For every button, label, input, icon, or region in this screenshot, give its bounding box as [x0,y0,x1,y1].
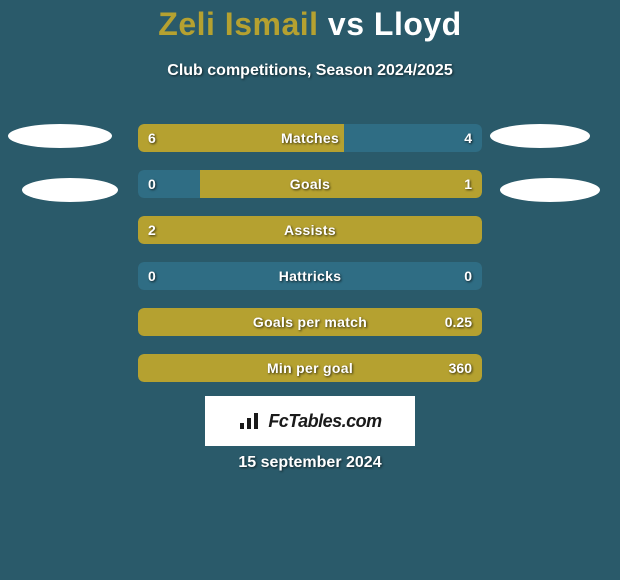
watermark: FcTables.com [205,396,415,446]
date-text: 15 september 2024 [0,454,620,472]
subtitle: Club competitions, Season 2024/2025 [0,62,620,80]
player-a-name: Zeli Ismail [158,6,318,42]
stat-label: Matches [138,124,482,152]
stat-label: Assists [138,216,482,244]
stat-label: Min per goal [138,354,482,382]
stat-label: Goals per match [138,308,482,336]
headline: Zeli Ismail vs Lloyd [0,6,620,43]
stat-bars: 64Matches 01Goals 2Assists 00Hattricks 0.25G… [138,124,482,400]
chart-icon [238,411,262,431]
placeholder-ellipse [500,178,600,202]
stat-row: 0.25Goals per match [138,308,482,336]
watermark-text: FcTables.com [268,411,381,432]
stat-label: Hattricks [138,262,482,290]
stat-row: 00Hattricks [138,262,482,290]
player-b-name: Lloyd [374,6,462,42]
placeholder-ellipse [490,124,590,148]
stat-row: 01Goals [138,170,482,198]
placeholder-ellipse [8,124,112,148]
stat-label: Goals [138,170,482,198]
placeholder-ellipse [22,178,118,202]
stat-row: 360Min per goal [138,354,482,382]
stat-row: 2Assists [138,216,482,244]
comparison-infographic: Zeli Ismail vs Lloyd Club competitions, … [0,0,620,580]
vs-text: vs [319,6,374,42]
stat-row: 64Matches [138,124,482,152]
